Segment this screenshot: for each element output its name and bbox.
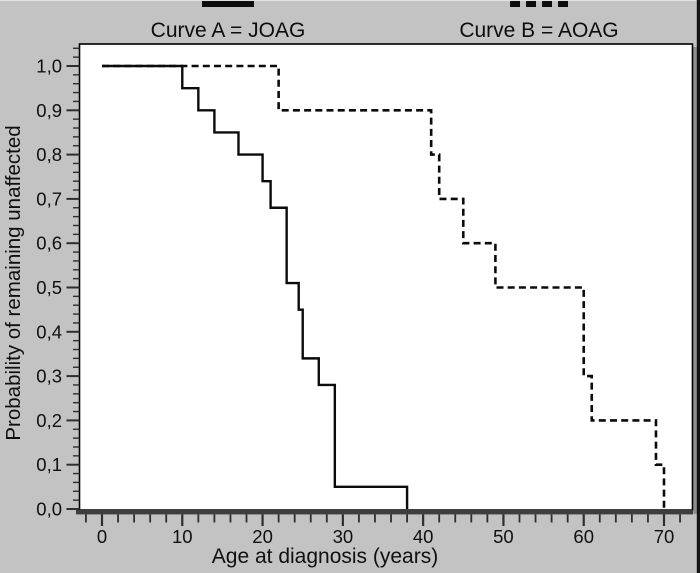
y-tick-label: 1,0 [36, 56, 62, 77]
x-tick-label: 40 [413, 526, 434, 547]
legend-label-joag: Curve A = JOAG [150, 19, 306, 42]
legend-item-joag: Curve A = JOAG [146, 1, 310, 43]
y-tick-label: 0,1 [36, 454, 62, 475]
x-axis-tick-labels: 0 10 20 30 40 50 60 70 [97, 526, 674, 547]
y-tick-label: 0,3 [36, 366, 62, 387]
plot-frame [78, 43, 694, 511]
y-tick-label: 0,7 [36, 188, 62, 209]
x-tick-label: 60 [573, 526, 594, 547]
x-tick-label: 10 [172, 526, 193, 547]
x-tick-label: 70 [654, 526, 675, 547]
x-tick-label: 0 [97, 526, 107, 547]
x-axis-title: Age at diagnosis (years) [212, 545, 438, 568]
y-tick-label: 0,0 [36, 499, 62, 520]
y-tick-label: 0,4 [36, 321, 62, 342]
x-axis-band [76, 509, 693, 515]
x-tick-label: 20 [252, 526, 273, 547]
legend-item-aoag: Curve B = AOAG [457, 1, 621, 43]
legend-label-aoag: Curve B = AOAG [459, 19, 619, 42]
y-axis-title: Probability of remaining unaffected [2, 125, 25, 440]
x-axis-ticks [85, 514, 681, 526]
y-axis-tick-labels: 0,0 0,1 0,2 0,3 0,4 0,5 0,6 0,7 0,8 0,9 1,0 [36, 56, 62, 520]
right-edge-strip [696, 0, 700, 573]
y-tick-label: 0,9 [36, 100, 62, 121]
top-edge-highlight [0, 0, 700, 1]
x-tick-label: 50 [493, 526, 514, 547]
y-axis-ticks [66, 47, 80, 510]
y-tick-label: 0,5 [36, 277, 62, 298]
y-tick-label: 0,8 [36, 144, 62, 165]
survival-curves [102, 64, 666, 509]
frame-shadow [693, 47, 698, 514]
solid-line-sample-icon [202, 1, 254, 7]
curve-joag [102, 64, 409, 509]
dashed-line-sample-icon [510, 1, 568, 7]
y-tick-label: 0,6 [36, 233, 62, 254]
x-tick-label: 30 [333, 526, 354, 547]
y-tick-label: 0,2 [36, 410, 62, 431]
curve-aoag [102, 64, 666, 509]
